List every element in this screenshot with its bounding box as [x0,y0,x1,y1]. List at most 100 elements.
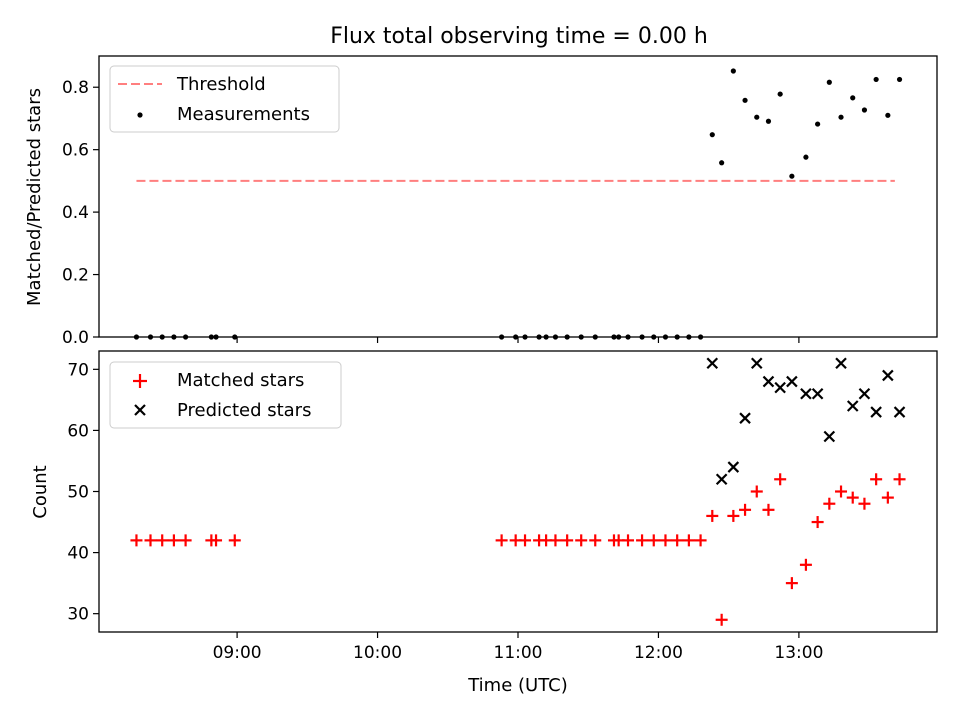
bottom-panel-marks [130,357,906,626]
measurement-point [896,76,903,83]
matched-star-point [774,473,787,486]
measurement-point [861,107,868,113]
measurement-point [873,76,879,83]
legend-matched-swatch [133,374,147,388]
x-tick-label: 11:00 [494,643,543,663]
y-tick-label: 0.2 [62,266,89,286]
measurement-point [777,91,783,97]
matched-star-point [622,534,635,547]
measurement-point [742,97,748,103]
matched-star-point [715,613,728,626]
measurement-point [838,114,844,120]
matched-star-point [130,534,143,547]
predicted-star-point [858,387,871,400]
matched-star-point [846,491,859,504]
x-tick-label: 13:00 [774,643,823,663]
matched-star-point [561,534,574,547]
matched-star-point [228,534,241,547]
matched-star-point [706,509,719,522]
legend-threshold-label: Threshold [176,74,266,95]
bottom-legend-box [109,361,342,429]
measurement-point [765,118,772,124]
top-panel: 0.00.20.40.60.8 Matched/Predicted stars … [24,55,938,348]
matched-star-point [835,485,848,498]
matched-star-point [858,497,871,510]
matched-star-point [549,534,562,547]
bottom-panel: 30 40 50 60 70 09:00 10:00 11:00 12:00 13:00 Coun… [30,350,938,696]
x-tick-label: 12:00 [634,643,683,663]
matched-star-point [811,516,824,529]
matched-star-point [881,491,894,504]
predicted-star-point [835,357,847,369]
bottom-panel-ylabel: Count [30,465,51,518]
y-tick-label: 0.6 [62,141,89,161]
matched-star-point [495,534,508,547]
y-tick-label: 50 [67,483,89,503]
predicted-star-point [750,357,763,369]
matched-star-point [762,503,775,516]
bottom-panel-ticks: 30 40 50 60 70 09:00 10:00 11:00 12:00 13:00 [67,360,823,663]
y-tick-label: 60 [67,421,89,441]
measurement-point [789,173,795,179]
matched-star-point [659,534,672,547]
predicted-star-point [870,406,882,418]
bottom-legend: Matched stars Predicted stars [109,361,342,429]
matched-star-point [870,473,883,486]
matched-star-point [727,509,740,522]
y-tick-label: 30 [67,605,89,625]
y-tick-label: 0.4 [62,203,89,223]
measurement-point [719,160,725,166]
y-tick-label: 70 [67,360,89,380]
top-panel-ticks: 0.0 0.2 0.4 0.6 0.8 [62,78,800,348]
legend-matched-label: Matched stars [177,370,304,391]
matched-star-point [785,577,798,590]
matched-star-point [893,473,906,486]
predicted-star-point [786,375,798,388]
predicted-star-point [893,406,906,418]
matched-star-point [179,534,192,547]
top-legend-box [109,65,340,133]
predicted-star-point [715,473,728,486]
legend-measurements-swatch [137,112,143,118]
matched-star-point [156,534,169,547]
predicted-star-point [823,430,836,443]
measurement-point [803,154,809,160]
matched-star-point [210,534,223,547]
measurement-point [730,68,736,74]
measurement-point [754,114,760,120]
matched-star-point [671,534,684,547]
matched-star-point [682,534,695,547]
legend-measurements-label: Measurements [177,104,310,125]
matched-star-point [636,534,649,547]
matched-star-point [519,534,532,547]
measurement-point [826,79,832,85]
matched-star-point [589,534,602,547]
predicted-star-point [739,412,751,424]
predicted-star-point [774,381,786,394]
top-legend: Threshold Measurements [109,65,340,133]
legend-predicted-swatch [134,404,146,416]
measurement-point [709,132,715,138]
predicted-star-point [800,387,812,400]
legend-predicted-label: Predicted stars [177,400,311,421]
predicted-star-point [727,461,740,473]
predicted-star-point [882,369,894,382]
predicted-star-point [846,400,859,412]
measurement-point [885,112,891,118]
predicted-star-point [706,357,719,369]
matched-star-point [694,534,707,547]
matched-star-point [167,534,180,547]
predicted-star-point [762,375,775,388]
y-tick-label: 40 [67,544,89,564]
x-tick-label: 09:00 [213,643,262,663]
matched-star-point [144,534,157,547]
predicted-star-point [811,387,824,400]
measurement-point [815,121,821,127]
matched-star-point [823,497,836,510]
matched-star-point [750,485,763,498]
matched-star-point [739,503,752,516]
top-panel-ylabel: Matched/Predicted stars [24,88,45,306]
matched-star-point [647,534,660,547]
x-tick-label: 10:00 [353,643,402,663]
x-axis-label: Time (UTC) [467,675,568,696]
